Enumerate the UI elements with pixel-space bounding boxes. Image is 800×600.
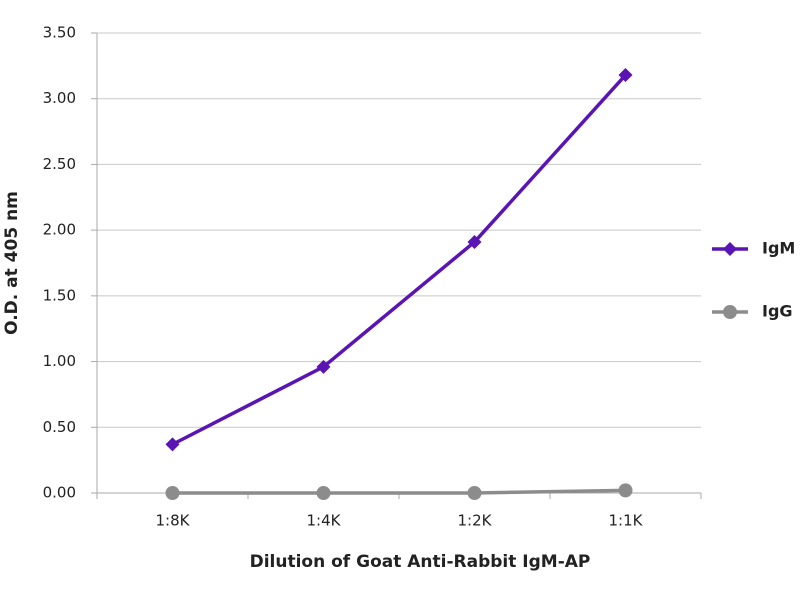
x-tick-label: 1:4K	[307, 512, 342, 530]
data-point	[165, 486, 180, 500]
data-point	[467, 486, 482, 500]
legend-marker	[723, 242, 737, 256]
y-tick-label: 0.50	[43, 418, 76, 436]
y-tick-label: 0.00	[43, 484, 76, 502]
data-point	[467, 234, 482, 249]
x-axis-title: Dilution of Goat Anti-Rabbit IgM-AP	[250, 552, 591, 572]
data-point	[316, 359, 331, 374]
y-tick-label: 1.00	[43, 352, 76, 370]
y-tick-label: 2.00	[43, 221, 76, 239]
series-line	[172, 488, 626, 495]
x-tick-label: 1:2K	[458, 512, 493, 530]
x-tick-label: 1:1K	[609, 512, 644, 530]
legend-label: IgM	[762, 239, 795, 258]
y-axis-title: O.D. at 405 nm	[2, 191, 22, 335]
data-point	[618, 68, 633, 83]
y-tick-label: 3.00	[43, 89, 76, 107]
y-tick-label: 2.50	[43, 155, 76, 173]
data-point	[618, 483, 633, 498]
legend-label: IgG	[762, 302, 793, 321]
x-tick-label: 1:8K	[156, 512, 191, 530]
data-point	[316, 486, 331, 500]
y-tick-label: 3.50	[43, 24, 76, 42]
legend-marker	[723, 305, 737, 319]
series-line	[171, 73, 627, 446]
y-tick-label: 1.50	[43, 286, 76, 304]
data-point	[165, 437, 180, 452]
